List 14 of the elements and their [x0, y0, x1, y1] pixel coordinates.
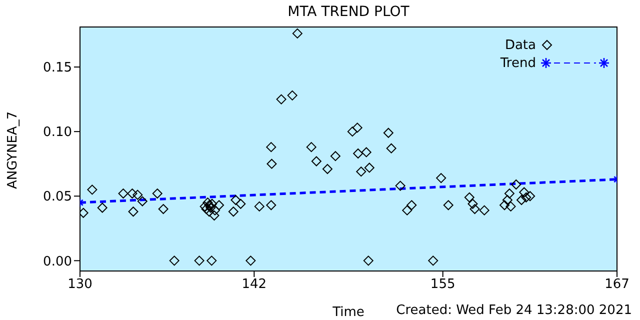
- x-tick-label: 130: [68, 277, 92, 292]
- y-tick-label: 0.00: [43, 254, 72, 270]
- x-tick-label: 155: [430, 277, 456, 292]
- y-tick-label: 0.05: [43, 190, 72, 205]
- chart-title: MTA TREND PLOT: [286, 4, 410, 20]
- x-tick-label: 167: [604, 277, 630, 292]
- legend-label: Data: [504, 38, 536, 52]
- y-tick-label: 0.15: [43, 60, 72, 76]
- y-axis-title: ANGYNEA_7: [6, 111, 21, 189]
- legend-label: Trend: [500, 56, 536, 70]
- text: Created: Wed Feb 24 13:28:00 2021: [396, 303, 632, 318]
- x-tick-label: 142: [242, 277, 267, 292]
- x-axis-title: Time: [332, 305, 364, 320]
- y-tick-label: 0.10: [43, 125, 72, 140]
